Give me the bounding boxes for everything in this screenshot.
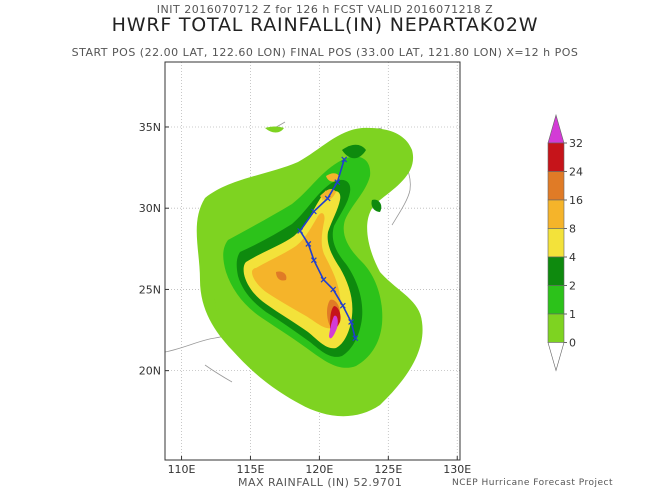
colorbar-segment (547, 285, 565, 315)
lon-tick-label: 110E (168, 463, 196, 476)
track-position-marker (305, 241, 312, 247)
colorbar-label: 1 (569, 308, 576, 321)
lon-tick-label: 120E (305, 463, 333, 476)
track-markers (297, 156, 359, 342)
lat-tick-label: 20N (139, 365, 161, 378)
colorbar-segment (547, 199, 565, 229)
track-position-marker (339, 302, 346, 309)
lon-tick-label: 115E (236, 463, 264, 476)
track-position-marker (352, 335, 359, 342)
track-position-marker (324, 195, 331, 202)
colorbar-label: 4 (569, 251, 576, 264)
track-position-marker (320, 276, 327, 283)
storm-track (299, 159, 357, 339)
longitude-axis: 110E 115E 120E 125E 130E (168, 456, 471, 476)
track-position-marker (310, 208, 317, 215)
colorbar-label: 32 (569, 137, 583, 150)
latitude-axis: 20N 25N 30N 35N (139, 121, 169, 378)
colorbar-label: 2 (569, 280, 576, 293)
map-frame (164, 61, 461, 461)
colorbar-segment (547, 228, 565, 258)
track-position-marker (297, 228, 304, 234)
max-rainfall-label: MAX RAINFALL (IN) 52.9701 (238, 476, 403, 489)
track-position-marker (310, 257, 317, 264)
init-line: INIT 2016070712 Z for 126 h FCST VALID 2… (156, 3, 494, 16)
track-position-marker (330, 286, 337, 293)
position-line: START POS (22.00 LAT, 122.60 LON) FINAL … (71, 46, 579, 59)
colorbar-segment (547, 171, 565, 201)
colorbar-label: 24 (569, 166, 583, 179)
colorbar-cap-top (547, 113, 565, 144)
colorbar-cap-bottom (547, 342, 565, 372)
colorbar-label: 16 (569, 194, 583, 207)
track-position-marker (341, 156, 348, 163)
colorbar-label: 0 (569, 337, 576, 350)
lat-tick-label: 30N (139, 202, 161, 215)
track-position-marker (348, 318, 355, 325)
credit-label: NCEP Hurricane Forecast Project (452, 478, 614, 488)
colorbar-segment (547, 313, 565, 343)
lat-tick-label: 25N (139, 283, 161, 296)
track-position-marker (334, 179, 341, 186)
colorbar-segment (547, 256, 565, 286)
colorbar-segment (547, 142, 565, 172)
chart-title: HWRF TOTAL RAINFALL(IN) NEPARTAK02W (111, 14, 539, 36)
lon-tick-label: 130E (443, 463, 471, 476)
rainfall-contours (196, 126, 423, 417)
lon-tick-label: 125E (374, 463, 402, 476)
lat-tick-label: 35N (139, 121, 161, 134)
colorbar-label: 8 (569, 223, 576, 236)
